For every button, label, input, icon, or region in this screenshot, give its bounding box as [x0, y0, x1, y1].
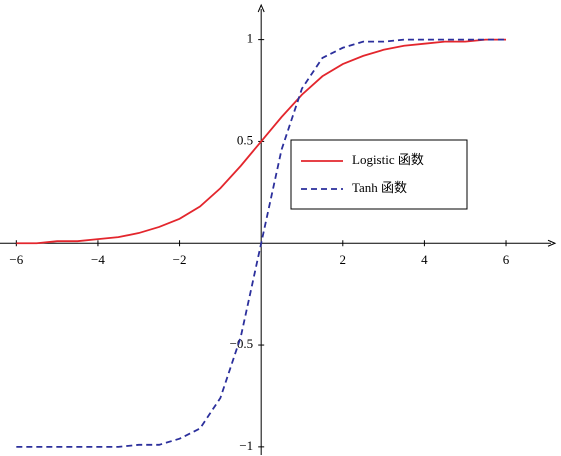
legend-label: Tanh 函数: [352, 180, 407, 195]
y-tick-label: 0.5: [237, 132, 253, 147]
x-axis-arrow: [547, 239, 557, 247]
x-tick-label: 4: [421, 252, 428, 267]
x-tick-label: −4: [91, 252, 105, 267]
x-tick-label: −6: [9, 252, 23, 267]
x-tick-label: 2: [340, 252, 347, 267]
legend-label: Logistic 函数: [352, 152, 424, 167]
y-tick-label: −1: [239, 438, 253, 453]
y-tick-label: 1: [247, 31, 254, 46]
series-line: [16, 38, 507, 448]
y-tick-label: −0.5: [230, 336, 254, 351]
x-tick-label: −2: [173, 252, 187, 267]
legend: Logistic 函数 Tanh 函数: [290, 139, 468, 210]
legend-box: [290, 139, 468, 210]
series-line: [16, 38, 507, 245]
x-tick-label: 6: [503, 252, 510, 267]
y-axis-arrow: [257, 3, 265, 13]
